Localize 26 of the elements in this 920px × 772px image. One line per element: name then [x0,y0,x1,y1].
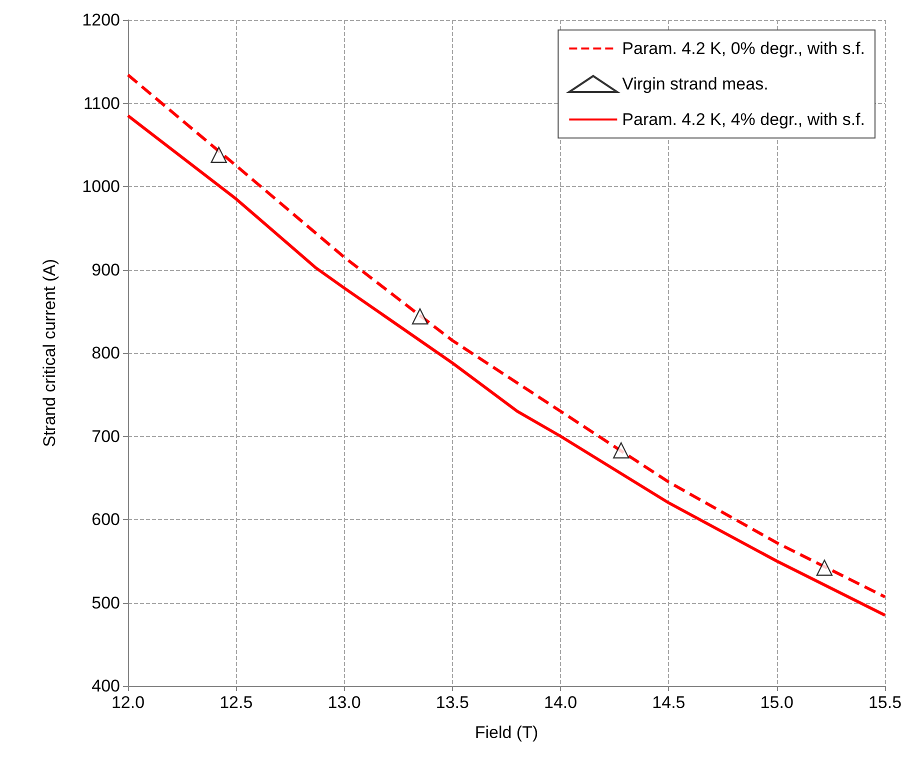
legend-label: Virgin strand meas. [622,74,768,94]
y-tick-label: 1000 [82,177,120,196]
y-tick-label: 1100 [83,94,120,113]
y-tick-label: 500 [92,593,120,612]
point [816,560,833,576]
point [613,442,630,458]
y-tick-label: 700 [92,426,120,446]
x-tick-label: 12.0 [111,693,145,712]
y-tick-label: 600 [92,510,120,529]
x-tick-label: 12.5 [220,693,253,712]
y-axis-title: Strand critical current (A) [40,259,59,447]
y-tick-label: 900 [92,260,120,280]
y-tick-label: 400 [92,676,120,696]
x-axis-title: Field (T) [474,723,538,742]
x-tick-label: 14.0 [544,693,578,712]
legend-label: Param. 4.2 K, 4% degr., with s.f. [622,110,866,129]
point [210,146,227,163]
x-tick-label: 13.0 [328,693,361,712]
x-tick-label: 15.0 [760,693,794,712]
legend-label: Param. 4.2 K, 0% degr., with s.f. [622,39,866,58]
y-tick-label: 800 [92,344,120,362]
x-tick-label: 14.5 [652,693,686,712]
point [412,308,428,324]
x-tick-label: 15.5 [868,693,902,712]
y-tick-label: 1200 [82,10,120,30]
x-tick-label: 13.5 [436,693,469,712]
